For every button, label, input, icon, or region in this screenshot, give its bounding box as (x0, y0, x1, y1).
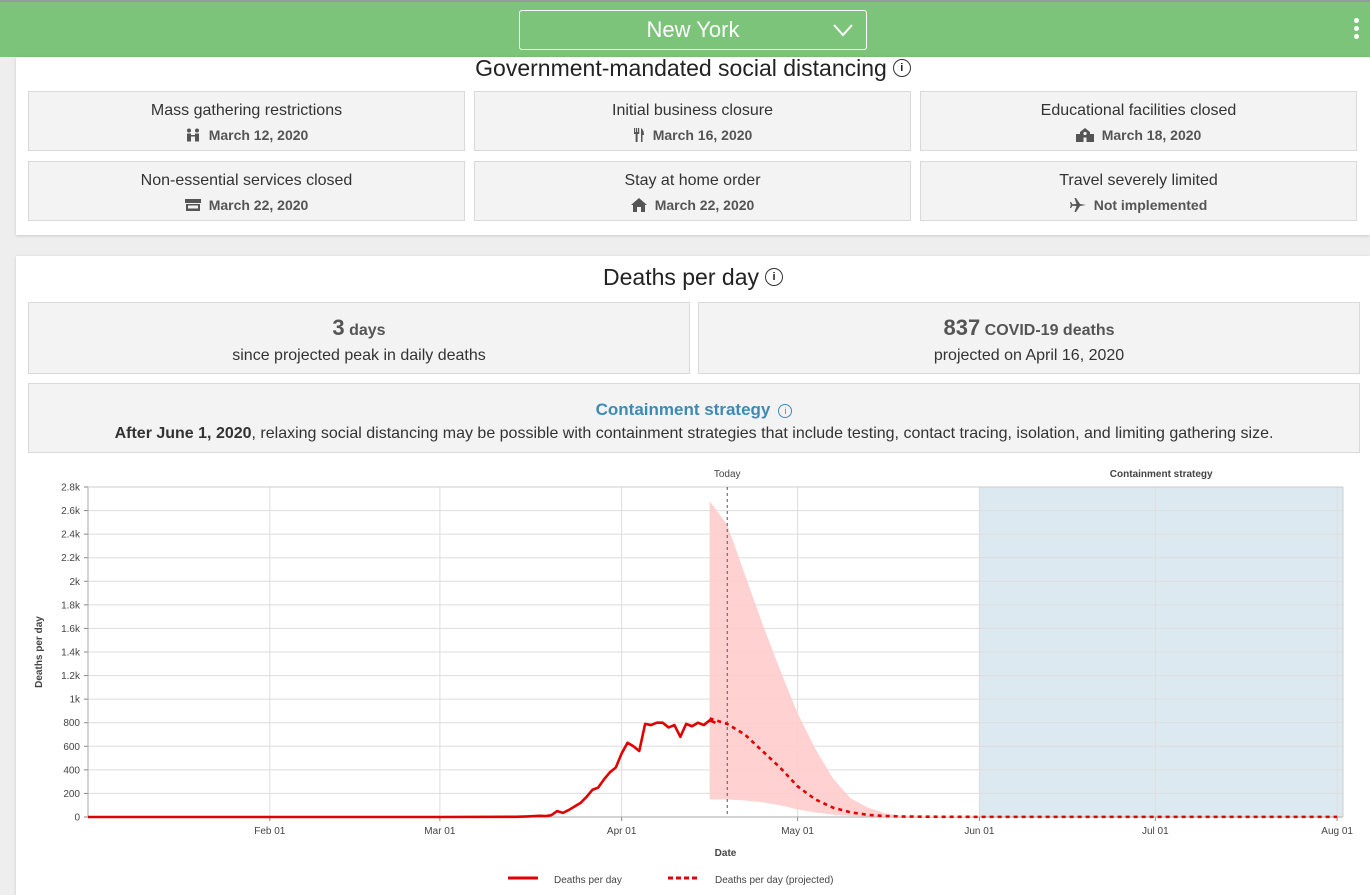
policy-date-row: March 22, 2020 (475, 197, 910, 213)
y-tick-label: 0 (74, 813, 80, 824)
policy-card: Mass gathering restrictions March 12, 20… (28, 91, 465, 151)
y-tick-label: 800 (63, 718, 80, 729)
strategy-title: Containment strategy (595, 400, 771, 419)
policy-date: March 22, 2020 (208, 197, 309, 213)
policy-date: March 16, 2020 (652, 127, 753, 143)
policy-card: Travel severely limited Not implemented (920, 161, 1357, 221)
x-tick-label: Jul 01 (1142, 826, 1169, 837)
people-icon (186, 128, 199, 142)
y-tick-label: 2.6k (61, 506, 81, 517)
y-tick-label: 2k (69, 577, 81, 588)
policy-card: Non-essential services closed March 22, … (28, 161, 465, 221)
y-tick-label: 2.4k (61, 530, 81, 541)
info-icon[interactable]: i (778, 404, 793, 418)
legend-label-projected: Deaths per day (projected) (715, 875, 833, 886)
x-tick-label: Feb 01 (254, 826, 286, 837)
strategy-text: , relaxing social distancing may be poss… (251, 425, 1274, 442)
policy-card: Educational facilities closed March 18, … (920, 91, 1357, 151)
x-tick-label: Mar 01 (424, 826, 456, 837)
legend-label-actual: Deaths per day (554, 875, 622, 886)
peak-stat-box: 3 days since projected peak in daily dea… (28, 302, 690, 374)
policy-card: Stay at home order March 22, 2020 (474, 161, 911, 221)
peak-days-value: 3 (332, 315, 345, 340)
projected-stat-box: 837 COVID-19 deaths projected on April 1… (698, 302, 1360, 374)
strategy-title-row: Containment strategy i (29, 400, 1359, 420)
y-tick-label: 1.8k (61, 600, 81, 611)
top-bar: New York (0, 0, 1370, 57)
x-tick-label: Aug 01 (1321, 826, 1353, 837)
policy-date-row: March 22, 2020 (29, 197, 464, 213)
info-icon[interactable]: i (764, 267, 783, 286)
info-icon[interactable]: i (892, 58, 911, 77)
containment-strategy-box: Containment strategy i After June 1, 2020… (28, 383, 1360, 453)
policy-title: Initial business closure (612, 102, 773, 119)
y-tick-label: 2.8k (61, 483, 81, 494)
policy-date-row: March 18, 2020 (921, 127, 1356, 143)
today-label: Today (714, 469, 741, 480)
school-icon (1075, 128, 1094, 142)
x-tick-label: May 01 (781, 826, 814, 837)
policy-date-row: March 12, 2020 (29, 127, 464, 143)
x-tick-label: Apr 01 (607, 826, 637, 837)
y-tick-label: 1.6k (61, 624, 81, 635)
more-menu-icon[interactable] (1354, 18, 1360, 44)
strategy-date: After June 1, 2020 (114, 425, 252, 442)
x-tick-label: Jun 01 (964, 826, 994, 837)
home-icon (630, 198, 647, 212)
y-tick-label: 1.4k (61, 648, 81, 659)
fork-knife-icon (633, 128, 644, 142)
peak-days-unit: days (349, 322, 386, 339)
projected-unit: COVID-19 deaths (984, 322, 1115, 339)
policy-date: March 22, 2020 (654, 197, 755, 213)
policy-title: Mass gathering restrictions (150, 102, 343, 119)
y-tick-label: 600 (63, 742, 80, 753)
chevron-down-icon (833, 24, 853, 37)
containment-label: Containment strategy (1110, 469, 1213, 480)
y-tick-label: 1.2k (61, 671, 81, 682)
plane-icon (1069, 198, 1086, 212)
deaths-title: Deaths per day (603, 264, 759, 290)
distancing-title-row: Government-mandated social distancing i (16, 55, 1370, 82)
policy-date: March 12, 2020 (208, 127, 309, 143)
policy-title: Educational facilities closed (1040, 102, 1237, 119)
series-line (88, 719, 716, 819)
y-tick-label: 1k (69, 695, 81, 706)
projected-stat-value-row: 837 COVID-19 deaths (699, 315, 1359, 341)
distancing-card: Government-mandated social distancing i M… (16, 55, 1370, 235)
y-tick-label: 2.2k (61, 553, 81, 564)
store-icon (184, 199, 201, 211)
state-select[interactable]: New York (519, 10, 867, 50)
series-line (709, 717, 1338, 819)
x-axis-title: Date (715, 848, 737, 859)
policy-card: Initial business closure March 16, 2020 (474, 91, 911, 151)
policy-title: Non-essential services closed (140, 172, 353, 189)
uncertainty-band (709, 501, 980, 817)
policy-date-row: March 16, 2020 (475, 127, 910, 143)
projected-caption: projected on April 16, 2020 (933, 347, 1125, 364)
peak-caption: since projected peak in daily deaths (232, 347, 486, 364)
state-select-label: New York (646, 17, 740, 42)
policy-date-row: Not implemented (921, 197, 1356, 213)
peak-stat-value-row: 3 days (29, 315, 689, 341)
strategy-text-row: After June 1, 2020, relaxing social dist… (29, 425, 1359, 443)
policy-title: Stay at home order (624, 172, 761, 189)
y-axis-title: Deaths per day (34, 616, 45, 688)
policy-date: Not implemented (1093, 197, 1208, 213)
policy-date: March 18, 2020 (1101, 127, 1202, 143)
deaths-title-row: Deaths per day i (16, 264, 1370, 291)
y-tick-label: 400 (63, 765, 80, 776)
distancing-title: Government-mandated social distancing (475, 55, 887, 81)
projected-value: 837 (943, 315, 981, 340)
y-tick-label: 200 (63, 789, 80, 800)
policy-title: Travel severely limited (1059, 172, 1218, 189)
